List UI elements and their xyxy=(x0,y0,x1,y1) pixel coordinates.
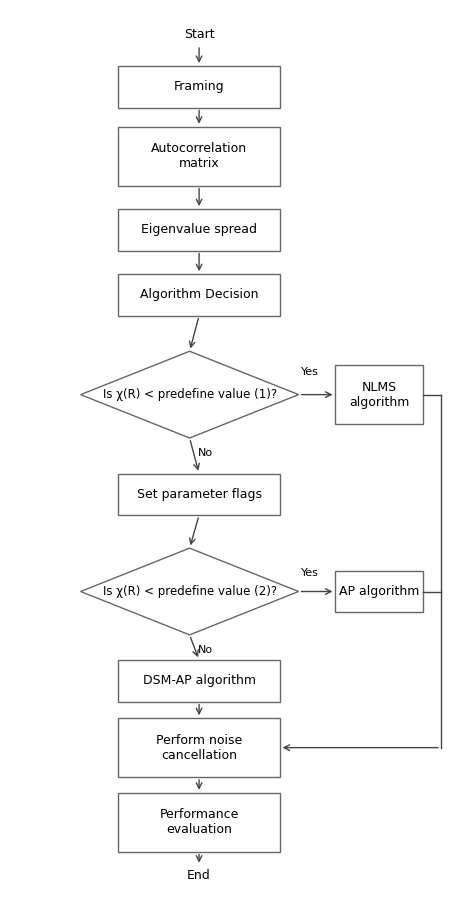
Text: Algorithm Decision: Algorithm Decision xyxy=(140,289,258,301)
Text: Performance
evaluation: Performance evaluation xyxy=(159,808,239,836)
Text: Yes: Yes xyxy=(301,567,319,577)
FancyBboxPatch shape xyxy=(118,209,280,251)
Text: NLMS
algorithm: NLMS algorithm xyxy=(349,381,410,409)
Text: Yes: Yes xyxy=(301,367,319,377)
Text: No: No xyxy=(198,448,213,458)
Text: Is χ(R) < predefine value (2)?: Is χ(R) < predefine value (2)? xyxy=(102,585,277,598)
Text: DSM-AP algorithm: DSM-AP algorithm xyxy=(143,675,255,687)
FancyBboxPatch shape xyxy=(336,571,423,612)
Text: Is χ(R) < predefine value (1)?: Is χ(R) < predefine value (1)? xyxy=(102,388,277,401)
FancyBboxPatch shape xyxy=(118,274,280,316)
Polygon shape xyxy=(81,548,299,635)
Text: AP algorithm: AP algorithm xyxy=(339,585,419,598)
Text: Set parameter flags: Set parameter flags xyxy=(137,488,262,501)
Text: Framing: Framing xyxy=(174,80,224,93)
Text: No: No xyxy=(198,645,213,655)
FancyBboxPatch shape xyxy=(118,793,280,851)
FancyBboxPatch shape xyxy=(118,126,280,186)
Text: End: End xyxy=(187,870,211,882)
Text: Start: Start xyxy=(184,28,214,41)
Text: Eigenvalue spread: Eigenvalue spread xyxy=(141,224,257,236)
Text: Autocorrelation
matrix: Autocorrelation matrix xyxy=(151,143,247,170)
Text: Perform noise
cancellation: Perform noise cancellation xyxy=(156,733,242,761)
FancyBboxPatch shape xyxy=(118,660,280,702)
FancyBboxPatch shape xyxy=(118,66,280,107)
FancyBboxPatch shape xyxy=(118,718,280,778)
Polygon shape xyxy=(81,351,299,438)
FancyBboxPatch shape xyxy=(118,474,280,515)
FancyBboxPatch shape xyxy=(336,365,423,424)
